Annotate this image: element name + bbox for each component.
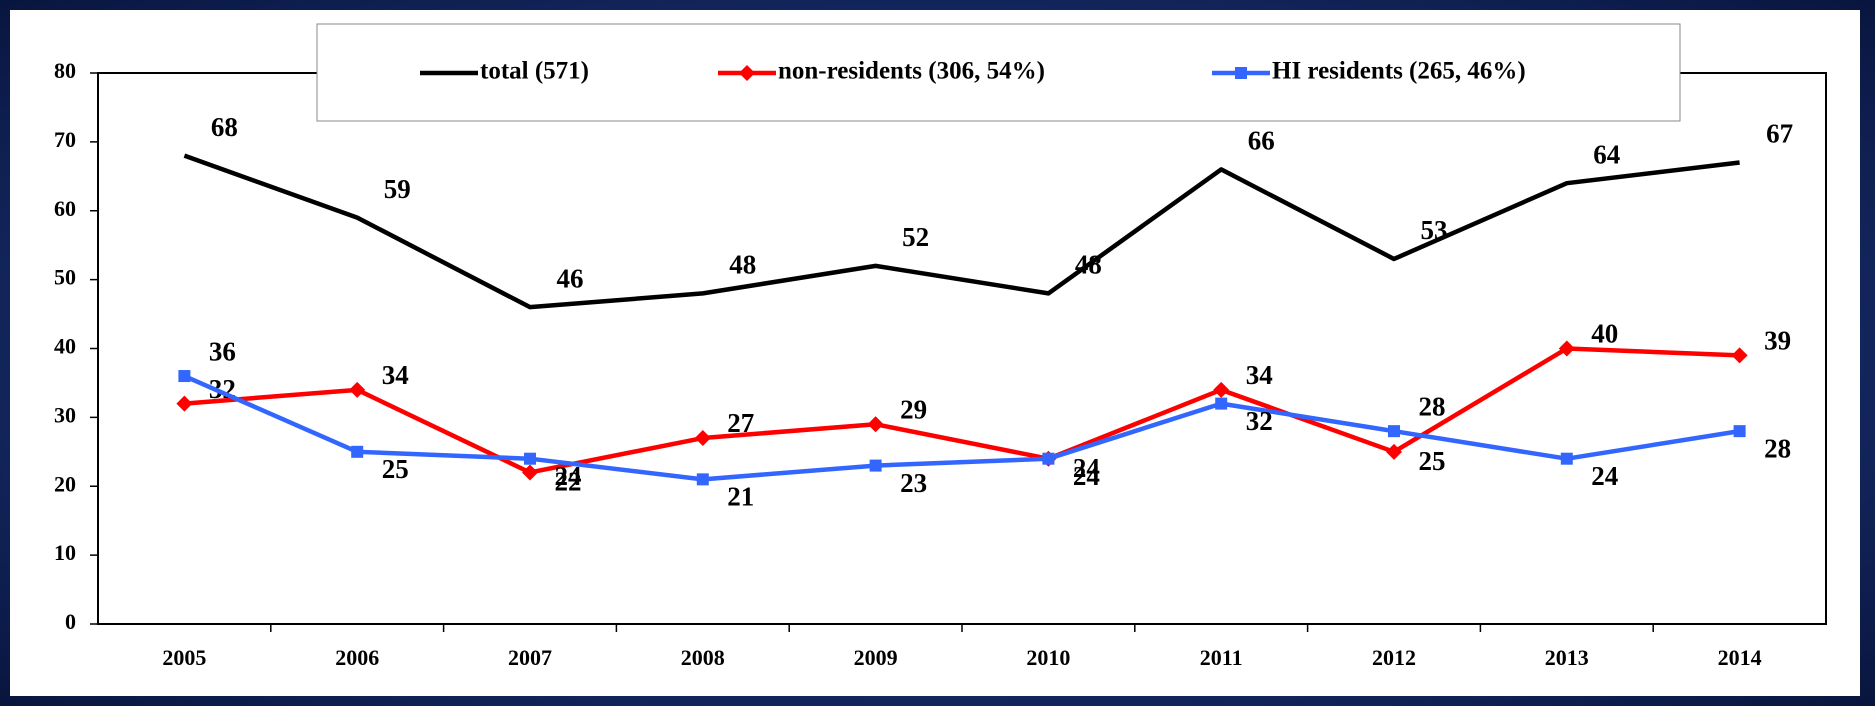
data-label: 24 (1591, 461, 1618, 491)
x-tick-label: 2014 (1718, 645, 1762, 670)
data-label: 27 (727, 408, 754, 438)
series-line (183, 153, 1740, 310)
series-line (183, 373, 1740, 482)
y-tick-label: 20 (54, 471, 76, 496)
x-tick-label: 2012 (1372, 645, 1416, 670)
data-label: 21 (727, 482, 754, 512)
data-label: 22 (555, 467, 582, 497)
data-label: 36 (209, 336, 236, 366)
point-marker (1388, 425, 1400, 438)
legend-marker (1235, 67, 1247, 79)
data-label: 25 (382, 454, 409, 484)
x-tick-label: 2007 (508, 645, 552, 670)
x-tick-label: 2009 (854, 645, 898, 670)
y-tick-label: 50 (54, 265, 76, 290)
legend-label: total (571) (480, 58, 589, 85)
x-tick-label: 2013 (1545, 645, 1589, 670)
data-label: 25 (1419, 446, 1446, 476)
point-marker (176, 395, 193, 412)
data-label: 53 (1421, 215, 1448, 245)
data-label: 24 (1073, 461, 1100, 491)
data-label: 68 (211, 112, 238, 142)
point-marker (1215, 397, 1228, 410)
data-label: 48 (729, 250, 756, 280)
point-marker (1560, 452, 1573, 465)
y-tick-label: 70 (54, 127, 76, 152)
data-label: 39 (1764, 326, 1791, 356)
data-label: 46 (557, 263, 584, 293)
data-label: 48 (1075, 250, 1102, 280)
data-label: 66 (1248, 126, 1275, 156)
point-marker (1042, 452, 1055, 465)
x-tick-label: 2011 (1200, 645, 1243, 670)
legend-label: non-residents (306, 54%) (778, 58, 1045, 85)
x-tick-label: 2010 (1026, 645, 1070, 670)
data-label: 32 (1246, 406, 1273, 436)
legend-label: HI residents (265, 46%) (1272, 58, 1526, 85)
point-marker (867, 416, 884, 433)
y-tick-label: 10 (54, 540, 76, 565)
point-marker (1386, 443, 1402, 460)
data-label: 64 (1593, 139, 1620, 169)
y-tick-label: 30 (54, 402, 76, 427)
point-marker (694, 430, 711, 447)
legend-box (316, 23, 1681, 122)
data-label: 34 (382, 360, 409, 390)
point-marker (178, 370, 191, 383)
data-label: 52 (902, 222, 929, 252)
y-tick-label: 80 (54, 58, 76, 83)
x-tick-label: 2005 (162, 645, 206, 670)
point-marker (1558, 340, 1575, 357)
point-marker (1731, 347, 1748, 364)
point-marker (349, 381, 366, 398)
data-label: 34 (1246, 360, 1273, 390)
point-marker (1733, 425, 1746, 438)
x-tick-label: 2006 (335, 645, 379, 670)
data-label: 29 (900, 394, 927, 424)
legend-marker (739, 65, 755, 81)
data-label: 28 (1764, 433, 1791, 463)
y-tick-label: 60 (54, 196, 76, 221)
data-label: 24 (1073, 453, 1100, 483)
y-tick-label: 0 (65, 609, 76, 634)
point-marker (522, 464, 538, 481)
data-label: 24 (555, 461, 582, 491)
data-label: 67 (1766, 119, 1793, 149)
point-marker (351, 445, 364, 458)
panel (10, 10, 1860, 696)
data-label: 23 (900, 468, 927, 498)
point-marker (696, 473, 709, 486)
data-label: 59 (384, 174, 411, 204)
data-label: 28 (1419, 391, 1446, 421)
point-marker (1213, 381, 1230, 398)
point-marker (524, 452, 536, 465)
data-label: 40 (1591, 319, 1618, 349)
point-marker (869, 459, 882, 472)
y-tick-label: 40 (54, 334, 76, 359)
series-line (184, 346, 1740, 475)
x-tick-label: 2008 (681, 645, 725, 670)
